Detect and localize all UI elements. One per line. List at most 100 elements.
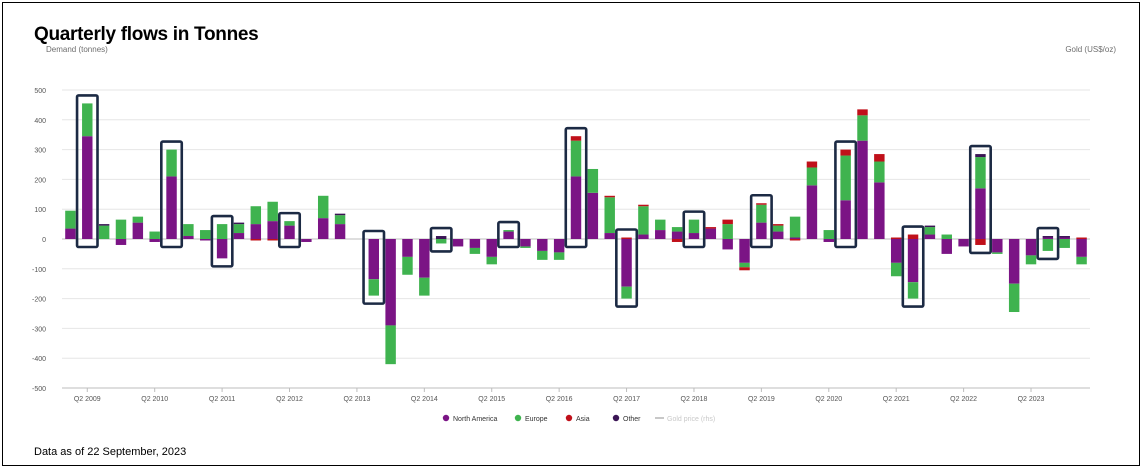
right-axis-label: Gold (US$/oz) (1065, 45, 1116, 54)
bar-segment-europe (385, 325, 396, 365)
bar-segment-europe (284, 221, 295, 226)
bar-segment-asia (975, 239, 986, 245)
bar-segment-europe (756, 204, 767, 223)
bar-segment-north-america (688, 233, 700, 239)
highlight-box (834, 140, 858, 249)
bar-segment-europe (907, 282, 919, 299)
bar-segment-europe (1042, 239, 1054, 251)
bar-segment-north-america (520, 239, 531, 247)
x-tick-label: Q2 2016 (546, 396, 573, 403)
bar-segment-europe (132, 216, 144, 223)
y-tick-label: -100 (32, 267, 46, 274)
bar-segment-north-america (924, 234, 936, 239)
bar-segment-europe (486, 256, 497, 265)
bar-segment-north-america (284, 225, 295, 239)
bar-segment-europe (435, 239, 447, 244)
x-tick-label: Q2 2011 (209, 396, 235, 403)
bar-segment-north-america (840, 200, 851, 239)
bar-segment-north-america (705, 228, 717, 239)
bar-segment-north-america (958, 239, 969, 247)
bar-segment-north-america (233, 233, 245, 239)
bar-segment-asia (756, 203, 767, 205)
bar-segment-europe (183, 224, 194, 237)
highlight-box (160, 140, 184, 249)
bar-segment-asia (773, 224, 784, 226)
data-date-note: Data as of 22 September, 2023 (34, 446, 187, 458)
legend-label: Asia (576, 416, 590, 423)
bar-segment-europe (115, 219, 127, 239)
highlight-box (75, 94, 99, 249)
bar-segment-north-america (756, 222, 767, 239)
bar-segment-north-america (267, 221, 278, 239)
bar-segment-other (924, 225, 936, 228)
x-tick-label: Q2 2009 (74, 396, 101, 403)
bar-segment-asia (1076, 237, 1087, 239)
y-tick-label: 500 (34, 88, 46, 95)
bar-segment-europe (773, 225, 784, 232)
bar-segment-asia (739, 267, 750, 271)
bar-segment-north-america (1008, 239, 1020, 284)
bar-segment-europe (166, 149, 177, 177)
y-tick-label: 400 (34, 118, 46, 125)
bar-segment-north-america (486, 239, 497, 257)
x-tick-label: Q2 2017 (613, 396, 640, 403)
legend-label: Europe (525, 416, 548, 423)
bar-segment-north-america (621, 239, 632, 287)
bar-segment-europe (216, 224, 228, 239)
highlight-box (749, 193, 773, 249)
bar-segment-asia (890, 237, 902, 239)
bar-segment-north-america (890, 239, 902, 263)
bar-segment-other (334, 213, 346, 216)
highlight-box (682, 210, 706, 249)
bar-segment-asia (705, 227, 717, 229)
y-tick-label: 100 (34, 207, 46, 214)
legend-marker-north-america (442, 414, 450, 422)
legend-label: Gold price (rhs) (667, 416, 715, 423)
bar-segment-north-america (907, 239, 919, 283)
bar-segment-north-america (503, 231, 514, 239)
bar-segment-north-america (874, 182, 885, 239)
bar-segment-europe (671, 227, 683, 232)
bar-segment-europe (587, 168, 599, 193)
highlight-box (210, 214, 234, 268)
bar-segment-north-america (200, 239, 211, 241)
bar-segment-europe (553, 252, 565, 260)
x-tick-label: Q2 2014 (411, 396, 438, 403)
bar-segment-europe (1059, 239, 1070, 248)
bar-segment-asia (250, 239, 262, 241)
bar-segment-asia (789, 239, 801, 241)
bar-segment-europe (250, 206, 262, 225)
bar-segment-north-america (739, 239, 750, 263)
bar-segment-north-america (419, 239, 430, 278)
bar-segment-europe (722, 224, 733, 239)
bar-segment-north-america (334, 224, 346, 239)
bar-segment-europe (688, 219, 700, 234)
bar-segment-europe (317, 195, 329, 219)
bar-segment-north-america (823, 239, 835, 242)
bar-segment-europe (1008, 283, 1020, 313)
bar-segment-north-america (469, 239, 481, 248)
bar-segment-europe (65, 210, 76, 229)
x-tick-label: Q2 2022 (950, 396, 977, 403)
bar-segment-europe (503, 230, 514, 232)
bar-segment-asia (907, 234, 919, 239)
bar-segment-north-america (183, 236, 194, 239)
bar-segment-europe (975, 157, 986, 189)
bar-segment-north-america (452, 239, 464, 247)
bar-segment-north-america (1059, 237, 1070, 239)
bar-segment-europe (789, 216, 801, 238)
bar-segment-north-america (722, 239, 733, 250)
bar-segment-north-america (115, 239, 127, 245)
x-tick-label: Q2 2019 (748, 396, 775, 403)
bar-segment-asia (671, 239, 683, 242)
bar-segment-north-america (216, 239, 228, 259)
bar-segment-europe (840, 155, 851, 201)
y-tick-label: -400 (32, 356, 46, 363)
x-tick-label: Q2 2020 (815, 396, 842, 403)
bar-segment-europe (806, 167, 818, 186)
bar-segment-asia (621, 237, 632, 239)
legend-marker-other (612, 414, 620, 422)
bar-segment-europe (570, 140, 582, 177)
x-tick-label: Q2 2023 (1018, 396, 1045, 403)
